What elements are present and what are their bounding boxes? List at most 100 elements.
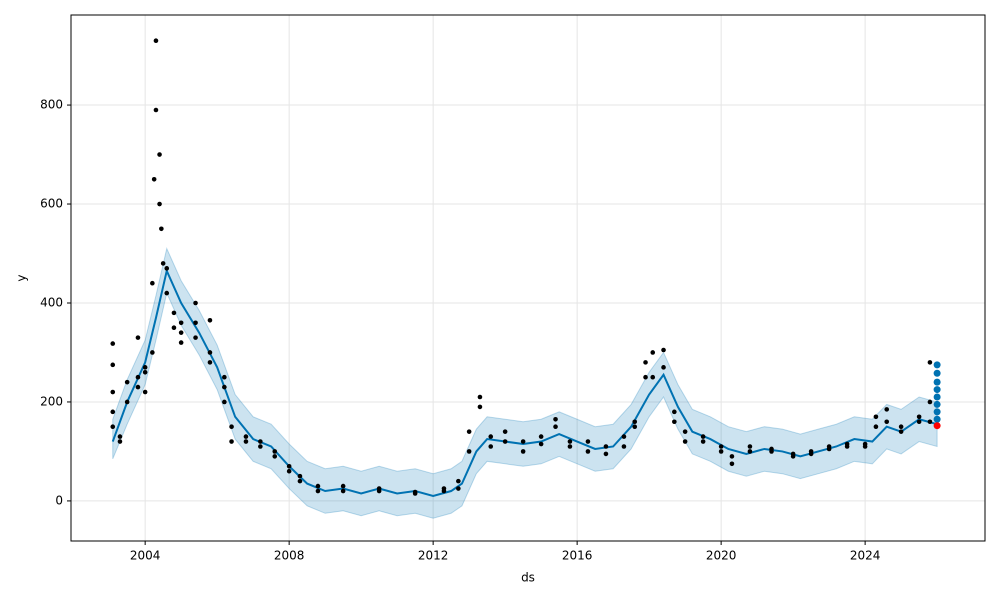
point bbox=[729, 454, 735, 459]
point bbox=[153, 38, 159, 44]
point bbox=[178, 330, 184, 335]
point bbox=[672, 419, 677, 425]
point bbox=[207, 318, 213, 323]
point bbox=[933, 415, 941, 423]
point bbox=[747, 444, 753, 449]
point bbox=[150, 280, 155, 286]
point bbox=[700, 434, 706, 439]
point bbox=[150, 350, 155, 355]
point bbox=[585, 439, 591, 444]
point bbox=[520, 439, 526, 444]
point bbox=[441, 486, 447, 491]
point bbox=[110, 424, 116, 429]
point bbox=[933, 422, 941, 430]
point bbox=[157, 201, 162, 207]
point bbox=[135, 335, 141, 340]
point bbox=[933, 369, 941, 377]
point bbox=[916, 419, 922, 425]
point bbox=[193, 300, 198, 306]
point bbox=[790, 454, 796, 459]
x-tick-label: 2008 bbox=[274, 549, 305, 563]
point bbox=[884, 419, 890, 425]
plot-frame bbox=[70, 14, 986, 542]
point bbox=[927, 399, 933, 405]
x-tick-label: 2012 bbox=[418, 549, 449, 563]
point bbox=[884, 407, 890, 412]
y-tick-label: 400 bbox=[40, 295, 63, 309]
point bbox=[621, 434, 627, 439]
point bbox=[159, 226, 164, 232]
point bbox=[110, 389, 116, 395]
point bbox=[297, 473, 303, 479]
point bbox=[873, 424, 879, 429]
point bbox=[117, 439, 123, 444]
point bbox=[808, 451, 814, 457]
point bbox=[933, 386, 941, 394]
point bbox=[650, 350, 656, 355]
point bbox=[178, 320, 184, 326]
point bbox=[171, 310, 177, 316]
point bbox=[171, 325, 177, 331]
point bbox=[258, 439, 263, 444]
point bbox=[927, 360, 933, 365]
point bbox=[898, 424, 904, 429]
x-axis-label: ds bbox=[521, 571, 535, 585]
point bbox=[567, 444, 573, 449]
point bbox=[229, 439, 234, 444]
point bbox=[672, 409, 677, 415]
point bbox=[142, 389, 148, 395]
x-tick-label: 2020 bbox=[706, 549, 737, 563]
point bbox=[110, 409, 116, 415]
point bbox=[164, 266, 170, 271]
point bbox=[488, 444, 494, 449]
point bbox=[286, 468, 292, 474]
point bbox=[243, 434, 249, 439]
x-tick-label: 2016 bbox=[562, 549, 593, 563]
point bbox=[933, 361, 941, 369]
x-tick-label: 2004 bbox=[130, 549, 161, 563]
point bbox=[272, 454, 278, 459]
point bbox=[718, 449, 724, 454]
y-tick-label: 600 bbox=[40, 197, 63, 211]
point bbox=[153, 107, 159, 113]
point bbox=[193, 335, 198, 340]
point bbox=[340, 488, 346, 494]
point bbox=[643, 360, 648, 365]
point bbox=[117, 434, 123, 439]
point bbox=[585, 449, 591, 454]
point bbox=[466, 429, 472, 434]
point bbox=[769, 449, 774, 454]
point bbox=[898, 429, 904, 434]
point bbox=[456, 478, 461, 484]
point bbox=[862, 444, 868, 449]
point bbox=[553, 416, 558, 422]
y-tick-label: 200 bbox=[40, 394, 63, 408]
point bbox=[412, 491, 418, 496]
x-tick-label: 2024 bbox=[850, 549, 881, 563]
point bbox=[632, 424, 638, 429]
point bbox=[135, 374, 141, 380]
y-tick-label: 800 bbox=[40, 98, 63, 112]
point bbox=[661, 365, 666, 370]
point bbox=[110, 341, 116, 346]
point bbox=[258, 444, 263, 449]
point bbox=[193, 320, 198, 326]
point bbox=[927, 419, 933, 425]
point bbox=[729, 461, 735, 467]
point bbox=[603, 451, 609, 457]
point bbox=[222, 384, 227, 390]
point bbox=[164, 290, 170, 296]
point bbox=[124, 399, 130, 405]
point bbox=[567, 439, 573, 444]
point bbox=[632, 419, 638, 425]
point bbox=[650, 374, 656, 380]
point bbox=[178, 340, 184, 345]
point bbox=[538, 441, 544, 447]
point bbox=[315, 483, 321, 489]
point bbox=[207, 360, 213, 365]
point bbox=[873, 414, 879, 420]
point bbox=[933, 378, 941, 386]
point bbox=[315, 488, 321, 494]
point bbox=[643, 374, 648, 380]
